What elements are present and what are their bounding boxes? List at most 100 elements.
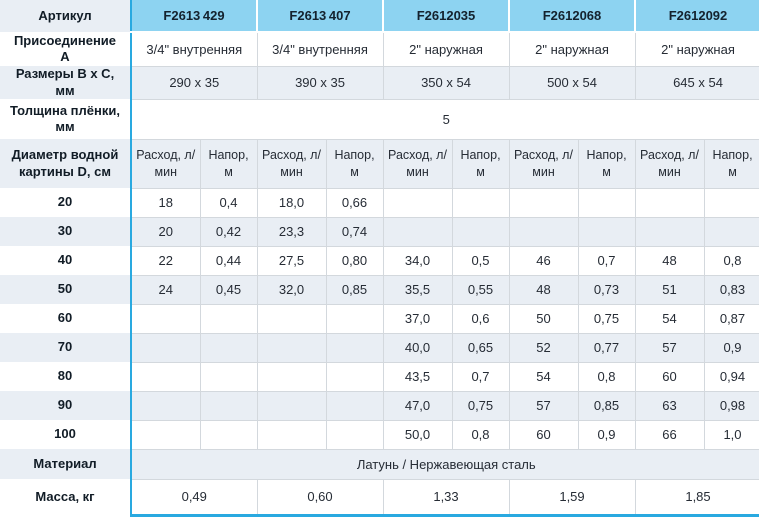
flow-value-cell	[256, 303, 327, 334]
head-value-cell: 0,7	[451, 361, 510, 392]
flow-value-cell: 50	[508, 303, 579, 334]
film-thickness-value: 5	[130, 98, 759, 140]
flow-value-cell: 34,0	[382, 245, 453, 276]
diameter-row-label: 100	[54, 426, 76, 442]
subheader-flow-label: Расход, л/мин	[508, 138, 579, 189]
head-value-cell: 0,85	[325, 274, 384, 305]
flow-value-cell: 48	[508, 274, 579, 305]
head-value-cell: 0,8	[577, 361, 636, 392]
row-label-dimensions: Размеры B x C, мм	[0, 66, 131, 99]
flow-value-cell	[634, 216, 705, 247]
article-cell: F2612068	[508, 0, 636, 33]
row-film-thickness: Толщина плёнки, мм 5	[0, 98, 759, 140]
head-value-cell	[577, 187, 636, 218]
head-value-cell: 0,45	[199, 274, 258, 305]
flow-value-cell: 24	[130, 274, 201, 305]
head-value-cell	[577, 216, 636, 247]
connection-cell: 2" наружная	[508, 31, 636, 67]
diameter-row-label: 20	[57, 194, 73, 210]
head-value-cell	[451, 187, 510, 218]
subheader-flow-label: Расход, л/мин	[382, 138, 453, 189]
head-value-cell: 0,55	[451, 274, 510, 305]
head-value-cell	[325, 303, 384, 334]
head-value-cell: 0,98	[703, 390, 759, 421]
flow-value-cell: 66	[634, 419, 705, 450]
weight-cell: 0,49	[130, 478, 258, 517]
head-value-cell: 0,73	[577, 274, 636, 305]
flow-value-cell	[256, 419, 327, 450]
head-value-cell: 0,74	[325, 216, 384, 247]
flow-value-cell: 48	[634, 245, 705, 276]
row-label-article: Артикул	[0, 0, 131, 32]
row-subheaders: Диаметр водной картины D, см Расход, л/ми…	[0, 138, 759, 189]
dimensions-cell: 290 x 35	[130, 65, 258, 100]
flow-value-cell	[130, 419, 201, 450]
weight-cell: 1,85	[634, 478, 759, 517]
connection-cell: 3/4" внутренняя	[256, 31, 384, 67]
head-value-cell: 0,8	[703, 245, 759, 276]
flow-value-cell	[382, 216, 453, 247]
connection-cell: 3/4" внутренняя	[130, 31, 258, 67]
dimensions-cell: 645 x 54	[634, 65, 759, 100]
diameter-row-label: 70	[0, 333, 131, 362]
connection-cell: 2" наружная	[634, 31, 759, 67]
dimensions-cell: 500 x 54	[508, 65, 636, 100]
head-value-cell: 0,94	[703, 361, 759, 392]
flow-value-cell: 50,0	[382, 419, 453, 450]
head-value-cell	[703, 216, 759, 247]
row-diameter-90: 90 47,0 0,75 57 0,85 63 0,98	[0, 390, 759, 421]
head-value-cell: 0,6	[451, 303, 510, 334]
article-cell: F2612092	[634, 0, 759, 33]
head-value-cell	[325, 390, 384, 421]
article-cell: F2612035	[382, 0, 510, 33]
head-value-cell: 0,5	[451, 245, 510, 276]
row-diameter-30: 30 20 0,42 23,3 0,74	[0, 216, 759, 247]
flow-value-cell	[634, 187, 705, 218]
flow-value-cell: 20	[130, 216, 201, 247]
flow-value-cell: 63	[634, 390, 705, 421]
flow-value-cell	[256, 332, 327, 363]
dimensions-cell: 350 x 54	[382, 65, 510, 100]
subheader-flow-label: Расход, л/мин	[130, 138, 201, 189]
head-value-cell: 0,80	[325, 245, 384, 276]
row-label-connection: Присоединение A	[13, 32, 117, 64]
row-article: Артикул F2613 429 F2613 407 F2612035 F261206…	[0, 0, 759, 33]
flow-value-cell	[130, 361, 201, 392]
flow-value-cell: 22	[130, 245, 201, 276]
head-value-cell: 0,44	[199, 245, 258, 276]
head-value-cell: 0,42	[199, 216, 258, 247]
row-label-film-thickness: Толщина плёнки, мм	[10, 102, 120, 134]
flow-value-cell: 32,0	[256, 274, 327, 305]
head-value-cell: 0,75	[451, 390, 510, 421]
row-diameter-60: 60 37,0 0,6 50 0,75 54 0,87	[0, 303, 759, 334]
flow-value-cell: 37,0	[382, 303, 453, 334]
flow-value-cell: 60	[634, 361, 705, 392]
head-value-cell: 1,0	[703, 419, 759, 450]
row-label-diameter: Диаметр водной картины D, см	[0, 139, 131, 188]
flow-value-cell: 43,5	[382, 361, 453, 392]
row-label-weight: Масса, кг	[35, 488, 95, 504]
row-material: Материал Латунь / Нержавеющая сталь	[0, 448, 759, 480]
diameter-row-label: 30	[0, 217, 131, 246]
head-value-cell: 0,66	[325, 187, 384, 218]
diameter-row-label: 60	[57, 310, 73, 326]
weight-cell: 1,59	[508, 478, 636, 517]
row-diameter-40: 40 22 0,44 27,5 0,80 34,0 0,5 46 0,7 48 0,8	[0, 245, 759, 276]
flow-value-cell: 60	[508, 419, 579, 450]
row-label-material: Материал	[0, 449, 131, 479]
head-value-cell	[199, 390, 258, 421]
diameter-row-label: 80	[57, 368, 73, 384]
head-value-cell	[199, 419, 258, 450]
subheader-head-label: Напор, м	[325, 138, 384, 189]
subheader-head-label: Напор, м	[451, 138, 510, 189]
head-value-cell	[199, 361, 258, 392]
head-value-cell	[325, 419, 384, 450]
weight-cell: 0,60	[256, 478, 384, 517]
subheader-head-label: Напор, м	[577, 138, 636, 189]
flow-value-cell	[508, 187, 579, 218]
dimensions-cell: 390 x 35	[256, 65, 384, 100]
head-value-cell	[703, 187, 759, 218]
row-diameter-80: 80 43,5 0,7 54 0,8 60 0,94	[0, 361, 759, 392]
